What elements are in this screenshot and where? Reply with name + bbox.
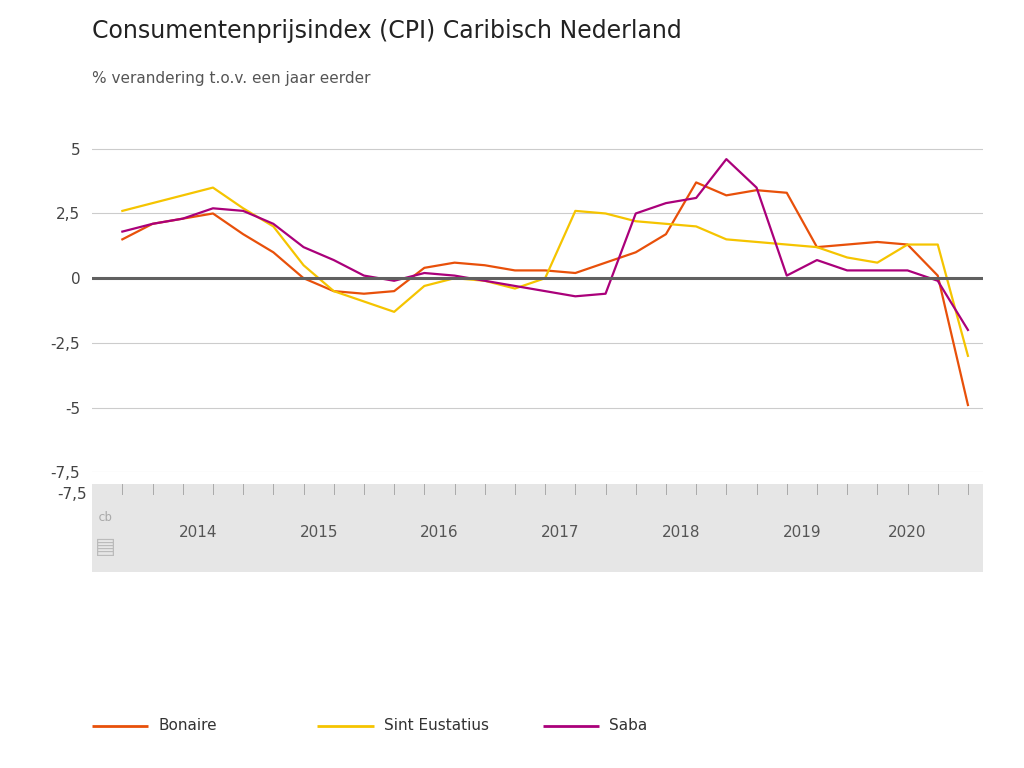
Text: -7,5: -7,5 xyxy=(57,487,87,502)
Text: % verandering t.o.v. een jaar eerder: % verandering t.o.v. een jaar eerder xyxy=(92,71,371,86)
Text: 2017: 2017 xyxy=(541,525,580,540)
Text: Saba: Saba xyxy=(609,718,647,733)
Text: 2016: 2016 xyxy=(420,525,459,540)
Text: Consumentenprijsindex (CPI) Caribisch Nederland: Consumentenprijsindex (CPI) Caribisch Ne… xyxy=(92,19,682,43)
Text: 2015: 2015 xyxy=(299,525,338,540)
Text: 2018: 2018 xyxy=(662,525,700,540)
Text: ▤: ▤ xyxy=(95,538,116,558)
Text: Sint Eustatius: Sint Eustatius xyxy=(384,718,489,733)
Text: 2020: 2020 xyxy=(888,525,927,540)
Text: 2014: 2014 xyxy=(178,525,217,540)
Text: Bonaire: Bonaire xyxy=(159,718,217,733)
Text: 2019: 2019 xyxy=(782,525,821,540)
Text: cb: cb xyxy=(98,511,113,525)
